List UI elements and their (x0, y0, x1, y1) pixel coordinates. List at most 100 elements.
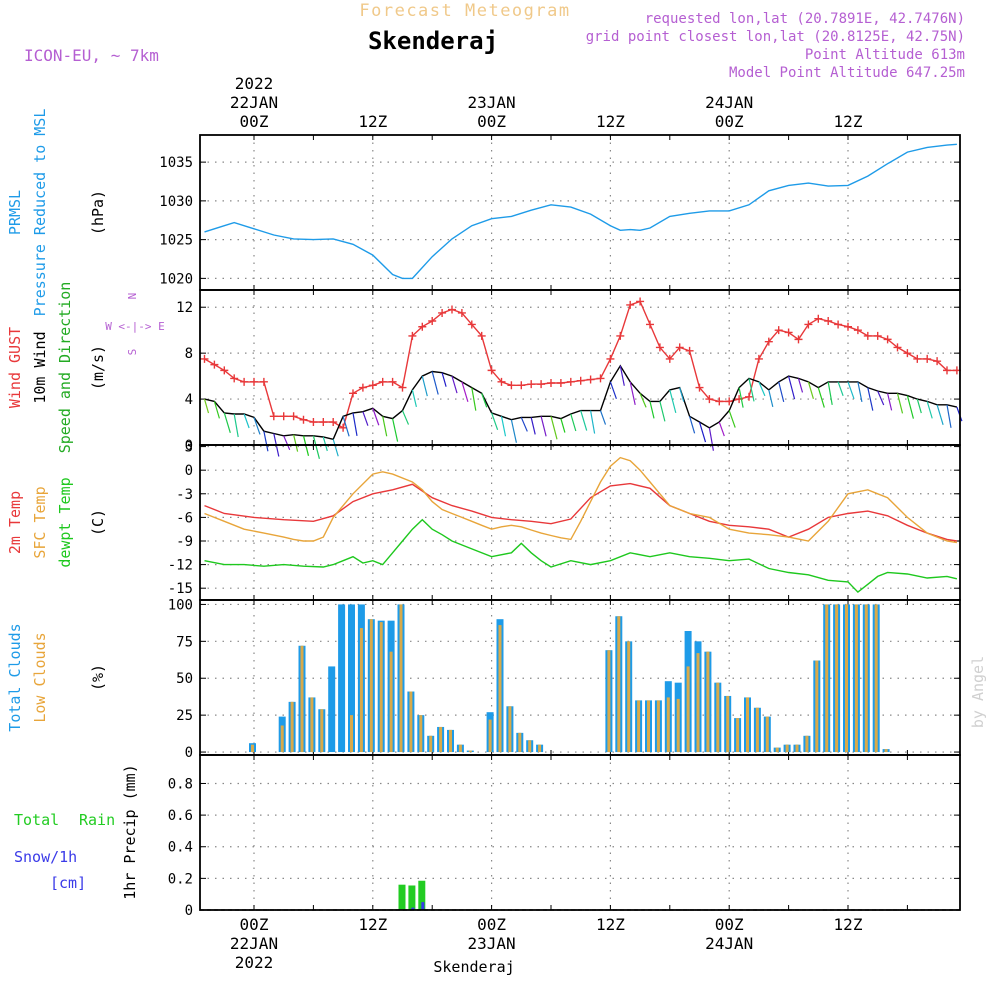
gust-marker (606, 354, 615, 363)
unit-label: (%) (89, 664, 107, 691)
gust-marker (497, 377, 506, 386)
low-cloud-bar (538, 744, 542, 753)
low-cloud-bar (676, 698, 680, 753)
time-label-bottom: 22JAN (230, 934, 278, 953)
side-label: Pressure Reduced to MSL (31, 109, 49, 317)
wind-direction-arrow (797, 378, 804, 393)
wind-direction-arrow (936, 404, 944, 425)
gust-marker (418, 322, 427, 331)
y-tick-label: 3 (185, 440, 193, 456)
low-cloud-bar (458, 744, 462, 753)
point-altitude: Point Altitude 613m (805, 47, 965, 63)
low-cloud-bar (350, 715, 353, 753)
wind-direction-arrow (500, 416, 507, 437)
wind-direction-arrow (599, 410, 607, 425)
gust-marker (626, 300, 635, 309)
wind-direction-arrow (887, 393, 893, 411)
wind-direction-arrow (283, 435, 291, 451)
gust-marker (646, 320, 654, 329)
wind-direction-arrow (728, 410, 736, 428)
panels: 102010251030103504812-15-12-9-6-30302550… (159, 134, 963, 919)
gust-marker (467, 320, 476, 329)
wind-direction-arrow (847, 381, 855, 400)
y-tick-label: -3 (176, 487, 193, 503)
panel-frame (199, 754, 961, 911)
low-cloud-bar (419, 715, 423, 753)
wind-direction-arrow (203, 398, 210, 414)
low-cloud-bar (785, 744, 789, 753)
time-label-top: 2022 (235, 74, 274, 93)
wind-direction-arrow (590, 410, 596, 434)
gust-marker (269, 412, 278, 421)
wind-direction-arrow (857, 381, 863, 402)
wind-direction-arrow (580, 410, 588, 431)
gust-marker (309, 418, 318, 427)
low-cloud-bar (251, 744, 254, 753)
gust-marker (943, 366, 951, 375)
wind-direction-arrow (352, 412, 358, 436)
wind-direction-arrow (263, 431, 269, 452)
wind-direction-arrow (540, 416, 547, 437)
gust-marker (863, 331, 872, 340)
gust-marker (279, 412, 288, 421)
requested-coordinates: requested lon,lat (20.7891E, 42.7476N) (645, 11, 965, 27)
wind-direction-arrow (322, 436, 328, 452)
wind-direction-arrow (332, 439, 339, 457)
gust-marker (378, 377, 387, 386)
wind-direction-arrow (520, 417, 528, 432)
rain-bar (398, 884, 406, 910)
wind-direction-arrow (629, 381, 636, 405)
y-tick-label: 1025 (159, 233, 193, 249)
wind-direction-arrow (560, 418, 566, 433)
wind-direction-arrow (550, 416, 558, 440)
wind-direction-arrow (312, 435, 320, 459)
time-label-bottom: 00Z (240, 915, 269, 934)
wind-direction-arrow (481, 393, 488, 408)
gust-marker (754, 354, 763, 363)
wind-direction-arrow (510, 419, 517, 443)
low-cloud-bar (389, 651, 393, 753)
wind-direction-arrow (431, 371, 439, 395)
y-tick-label: 0 (185, 463, 193, 479)
wind-direction-arrow (293, 434, 299, 452)
gust-marker (457, 308, 466, 317)
gust-marker (259, 377, 268, 386)
low-cloud-bar (607, 650, 611, 753)
side-label: SFC Temp (31, 486, 49, 558)
gust-marker (319, 418, 328, 427)
low-cloud-bar (359, 628, 363, 753)
low-cloud-bar (884, 749, 888, 753)
compass-we: W <-|-> E (105, 320, 165, 333)
gust-marker (883, 335, 892, 344)
low-cloud-bar (835, 604, 839, 753)
unit-label: (m/s) (89, 345, 107, 390)
y-tick-label: -15 (168, 581, 193, 597)
gust-marker (844, 322, 852, 331)
wind-direction-arrow (877, 390, 885, 406)
gust-marker (477, 331, 486, 340)
side-label: dewpt Temp (56, 477, 74, 567)
wind-direction-arrow (441, 372, 447, 387)
side-labels: PRMSL Pressure Reduced to MSL (hPa) Wind GU… (6, 109, 165, 900)
low-cloud-bar (617, 616, 621, 753)
wind-direction-arrow (451, 375, 458, 394)
gust-marker (547, 379, 555, 387)
compass-south: S (126, 349, 139, 356)
gust-marker (893, 343, 902, 352)
low-cloud-bar (627, 641, 631, 753)
unit-label: (hPa) (89, 190, 107, 235)
time-label-top: 12Z (596, 112, 625, 131)
low-cloud-bar (775, 747, 779, 753)
wind-direction-arrow (392, 418, 399, 442)
low-cloud-bar (449, 729, 452, 753)
low-cloud-bar (746, 697, 749, 753)
y-tick-label: 1035 (159, 155, 193, 171)
low-cloud-bar (755, 707, 759, 753)
wind-direction-arrow (461, 381, 469, 403)
compass-north: N (126, 293, 139, 300)
y-tick-label: 0.2 (168, 871, 193, 887)
gust-marker (220, 366, 229, 375)
time-label-bottom: 00Z (477, 915, 506, 934)
